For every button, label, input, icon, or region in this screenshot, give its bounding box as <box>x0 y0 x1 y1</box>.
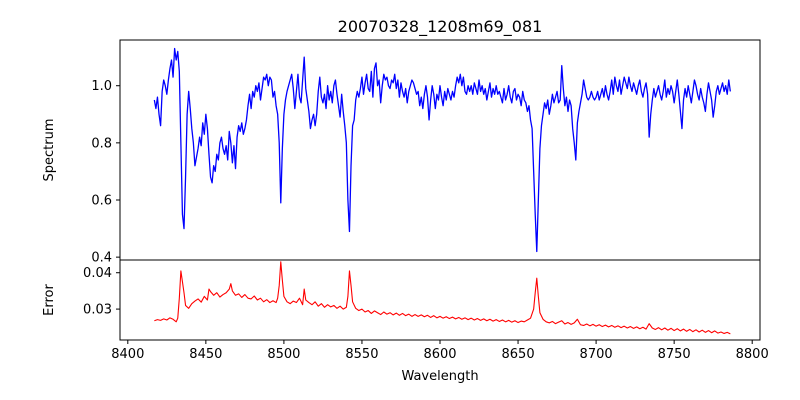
error-y-tick-label: 0.04 <box>83 266 112 281</box>
error-plot-area <box>120 260 760 340</box>
spectrum-y-axis-label: Spectrum <box>42 119 57 182</box>
error-frame <box>119 259 761 341</box>
x-tick-label: 8550 <box>345 347 378 362</box>
error-y-tick-label: 0.03 <box>83 303 112 318</box>
spectrum-ticks: 0.4 0.6 0.8 1.0 <box>91 79 753 266</box>
x-tick-label: 8700 <box>580 347 613 362</box>
x-tick-label: 8450 <box>189 347 222 362</box>
x-tick-label: 8800 <box>736 347 769 362</box>
spectrum-y-tick-label: 0.8 <box>91 136 112 151</box>
spectrum-y-tick-label: 0.4 <box>91 251 112 266</box>
spectrum-plot-area <box>120 40 760 260</box>
spectrum-y-tick-label: 0.6 <box>91 194 112 209</box>
error-panel: 8400 8450 8500 8550 8600 8650 8700 8750 8800 0.03… <box>42 259 769 384</box>
spectrum-y-tick-label: 1.0 <box>91 79 112 94</box>
error-ticks: 8400 8450 8500 8550 8600 8650 8700 8750 8800 0.03… <box>83 266 769 362</box>
x-axis-label: Wavelength <box>401 369 478 384</box>
x-tick-label: 8500 <box>267 347 300 362</box>
spectrum-panel: 0.4 0.6 0.8 1.0 Spectrum <box>42 39 761 266</box>
spectrum-line <box>153 47 731 253</box>
x-tick-label: 8750 <box>658 347 691 362</box>
error-y-axis-label: Error <box>42 284 57 316</box>
error-line <box>154 261 731 335</box>
x-tick-label: 8650 <box>502 347 535 362</box>
x-tick-label: 8400 <box>111 347 144 362</box>
chart-title: 20070328_1208m69_081 <box>338 17 543 37</box>
x-tick-label: 8600 <box>423 347 456 362</box>
